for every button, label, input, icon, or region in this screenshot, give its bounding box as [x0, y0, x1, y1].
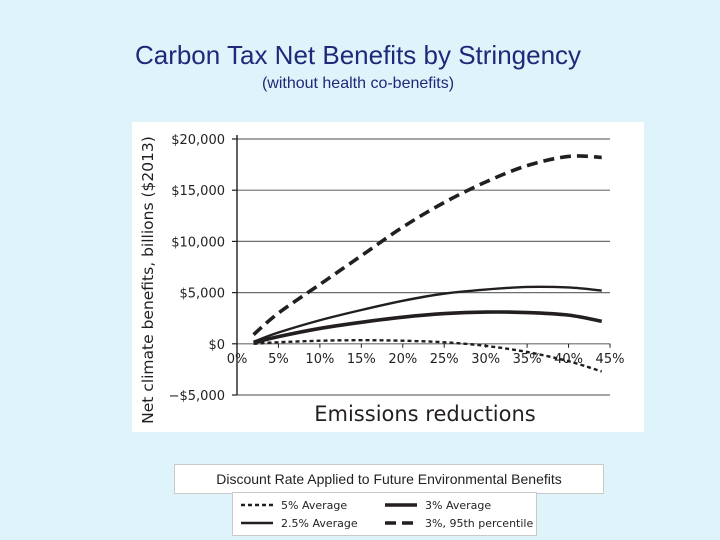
x-tick-label: 10% — [305, 352, 334, 367]
x-tick-label: 40% — [554, 352, 583, 367]
series-line-5-average — [253, 339, 603, 373]
chart-panel: −$5,000 $0 $5,000 $10,000 $15,000 $20,000 0% 5%… — [132, 122, 644, 432]
gridlines — [237, 138, 610, 396]
legend-label: 3%, 95th percentile — [425, 517, 533, 530]
legend-label: 3% Average — [425, 499, 491, 512]
y-tick-label: $20,000 — [171, 133, 225, 148]
x-tick-label: 30% — [471, 352, 500, 367]
x-tick-label: 15% — [347, 352, 376, 367]
series-lines — [252, 154, 603, 373]
legend: 5% Average 3% Average 2.5% Average 3%, 95th… — [232, 492, 537, 536]
y-tick-label: $15,000 — [171, 184, 225, 199]
legend-label: 2.5% Average — [281, 517, 358, 530]
axes: −$5,000 $0 $5,000 $10,000 $15,000 $20,000 0% 5%… — [169, 133, 625, 404]
x-tick-label: 0% — [227, 352, 248, 367]
slide-subtitle: (without health co-benefits) — [261, 75, 455, 92]
series-line-3-average — [253, 310, 603, 345]
series-line-3-95th-percentile — [252, 154, 602, 336]
x-tick-label: 20% — [388, 352, 417, 367]
x-axis-title: Emissions reductions — [314, 402, 536, 426]
y-tick-label: $5,000 — [180, 287, 226, 302]
x-tick-label: 25% — [430, 352, 459, 367]
y-tick-label: $10,000 — [171, 235, 225, 250]
y-tick-label: $0 — [208, 338, 225, 353]
legend-label: 5% Average — [281, 499, 347, 512]
series-line-2-5-average — [253, 285, 602, 343]
legend-svg: 5% Average 3% Average 2.5% Average 3%, 95th… — [241, 499, 533, 530]
x-tick-label: 5% — [268, 352, 289, 367]
y-axis-title: Net climate benefits, billions ($2013) — [139, 136, 157, 424]
x-tick-label: 45% — [596, 352, 625, 367]
slide-title: Carbon Tax Net Benefits by Stringency — [134, 40, 582, 70]
line-chart: −$5,000 $0 $5,000 $10,000 $15,000 $20,000 0% 5%… — [139, 133, 625, 426]
x-tick-label: 35% — [513, 352, 542, 367]
y-tick-label: −$5,000 — [169, 389, 225, 404]
legend-caption: Discount Rate Applied to Future Environm… — [174, 464, 604, 494]
